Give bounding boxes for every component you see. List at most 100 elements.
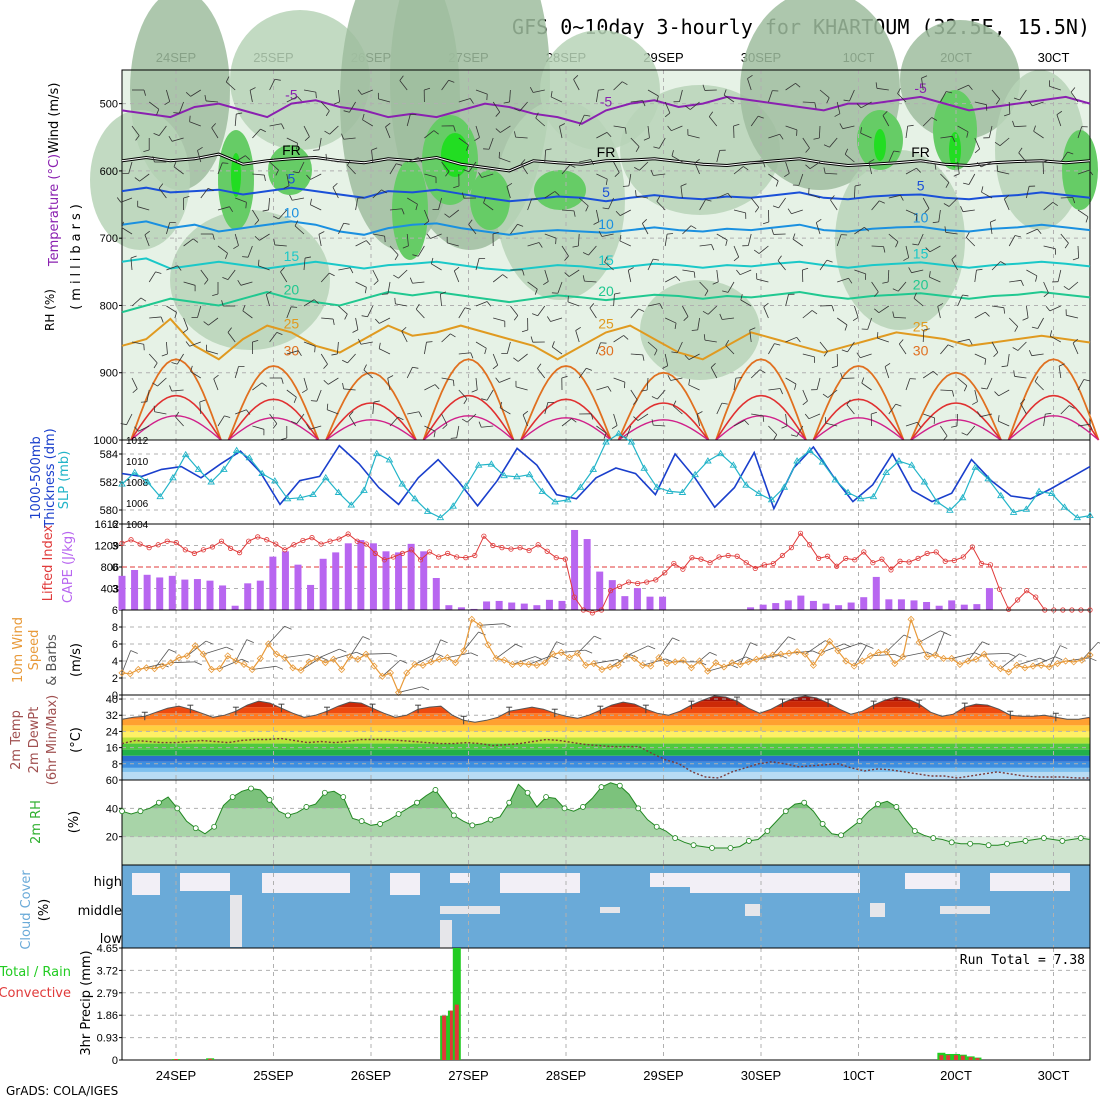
li-marker (354, 538, 360, 544)
wind-barb (441, 80, 449, 91)
precip-label-a: Total / Rain (0, 965, 71, 980)
wind-speed-marker (671, 658, 679, 666)
wind-barb-flag (1012, 347, 1019, 351)
wind-barb (1033, 130, 1044, 139)
wind-barb-flag (1020, 280, 1024, 286)
wind-barb (286, 389, 297, 398)
li-marker (834, 563, 840, 569)
li-marker (815, 555, 822, 562)
wind-barb (917, 233, 924, 246)
wind-barb-flag (160, 316, 164, 323)
wind-barb (453, 270, 460, 283)
cape-bar (621, 596, 629, 610)
surface-wind-barb-flag (647, 645, 656, 650)
wind-barb (647, 89, 659, 97)
slp-tick-label: 1006 (126, 499, 149, 510)
wind-barb (130, 258, 133, 271)
surface-wind-barb (853, 645, 867, 667)
li-marker (626, 579, 632, 585)
wind-barb-flag (189, 115, 191, 122)
wind-barb-flag (291, 306, 298, 308)
slp-marker (678, 488, 687, 495)
wind-barb-flag (589, 303, 595, 309)
wind-barb (749, 330, 752, 343)
wind-barb (475, 125, 480, 138)
wind-barb (360, 341, 373, 345)
wind-barb-flag (696, 411, 703, 415)
wind-barb-flag (463, 398, 468, 405)
cloud-column (230, 895, 242, 947)
surface-wind-barb (739, 642, 751, 665)
wind-barb (517, 353, 528, 362)
wind-barb (415, 308, 425, 319)
cape-tick-label: 806 (101, 562, 119, 574)
wind-barb (303, 89, 316, 93)
wind-barb (951, 259, 958, 271)
wind-barb (355, 198, 359, 211)
wind-barb-flag (762, 221, 769, 225)
rh-marker (174, 805, 181, 812)
wind-barb (320, 272, 330, 283)
cape-bar (583, 539, 591, 610)
rh-shade (995, 70, 1085, 230)
wind-barb (716, 233, 728, 241)
wind-barb (286, 350, 299, 355)
wind-speed-marker (297, 666, 305, 674)
wind-barb (389, 416, 399, 427)
wind-speed-marker (386, 669, 395, 677)
wind-barb-flag (694, 158, 700, 164)
isotherm-label: 25 (598, 315, 614, 331)
wind-barb (716, 269, 719, 282)
wind-barb-flag (915, 214, 918, 221)
wind-barb-flag (323, 380, 329, 385)
wind-barb (280, 271, 288, 283)
cape-bar (608, 580, 616, 610)
wind-speed-marker (517, 659, 525, 668)
wind-barb (389, 208, 402, 211)
wind-barb-flag (418, 411, 423, 418)
rh-marker (598, 784, 605, 790)
li-marker (390, 554, 397, 560)
wind-barb (888, 194, 901, 199)
wind-barb-flag (554, 191, 560, 196)
wind-barb (871, 245, 884, 248)
wind-barb-flag (883, 246, 886, 253)
wind-barb-flag (944, 226, 947, 233)
isotherm-35 (130, 394, 222, 441)
wind-barb-flag (272, 423, 278, 429)
wind-barb-flag (951, 390, 955, 397)
slp-marker (143, 478, 152, 485)
wind-barb-flag (968, 339, 973, 345)
wind-barb (945, 231, 958, 235)
slp-marker (729, 461, 738, 468)
isotherm-35 (227, 398, 320, 441)
isotherm-label: 10 (284, 204, 300, 220)
bottom-date-axis: 24SEP 25SEP 26SEP 27SEP 28SEP 29SEP 30SEP 10CT 2… (156, 1068, 1070, 1083)
wind-barb (647, 341, 658, 351)
wind-barb-flag (423, 220, 430, 226)
surface-wind-barb (1016, 657, 1040, 666)
wind-speed-marker (232, 657, 240, 665)
wind-barb-flag (306, 423, 311, 430)
upper-temp-label: Temperature (°C) (47, 154, 62, 267)
wind-barb (1077, 379, 1085, 391)
slp-marker (1009, 508, 1018, 515)
wind-barb (860, 353, 872, 359)
wind-barb (252, 425, 265, 430)
precip-conv-bar (442, 1015, 447, 1060)
wind-barb-flag (357, 197, 364, 199)
wind-barb-flag (397, 416, 404, 421)
wind-barb-flag (611, 425, 618, 430)
wind-barb (716, 192, 729, 199)
wind-speed-marker (826, 637, 834, 646)
wind-barb (938, 209, 941, 222)
wind-speed-marker (346, 653, 354, 661)
high-cloud-gap (390, 873, 420, 895)
wind-barb-flag (795, 82, 801, 88)
wind-barb (1070, 91, 1079, 103)
cape-bar (319, 558, 327, 610)
wind-barb (506, 341, 511, 354)
wind-speed-marker (687, 664, 695, 672)
wind-barb-flag (453, 125, 456, 132)
wind-barb (449, 209, 460, 218)
